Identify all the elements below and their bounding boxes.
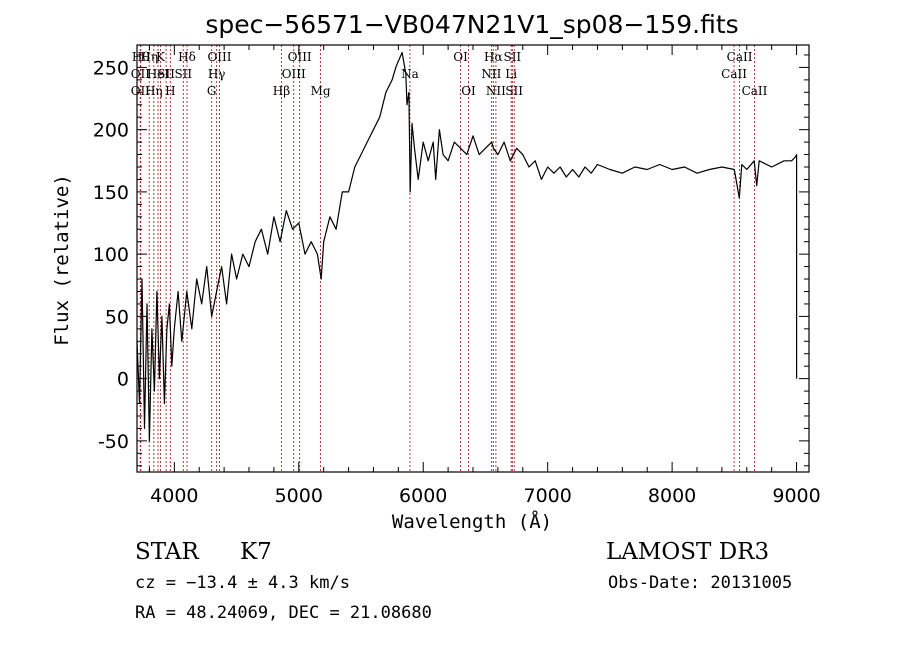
spectrum-line [136,51,798,442]
x-tick-label-2: 6000 [399,485,447,507]
y-axis-label: Flux (relative) [51,174,73,346]
marker-label-12: Hγ [208,67,226,81]
marker-label-4: Hη [145,84,163,98]
marker-label-28: CaII [727,50,753,64]
marker-label-25: SII [503,50,521,64]
axis-ticks [137,45,809,472]
marker-label-11: G [207,84,217,98]
y-tick-label-0: -50 [98,431,129,453]
marker-label-15: OIII [282,67,306,81]
y-tick-label-5: 200 [93,120,129,142]
marker-label-9: Hδ [178,50,196,64]
marker-label-24: Li [505,67,517,81]
marker-label-2: OII [131,84,151,98]
x-tick-label-5: 9000 [772,485,820,507]
x-axis-label: Wavelength (Å) [392,510,552,533]
marker-label-21: NII [481,67,501,81]
marker-label-29: CaII [742,84,768,98]
emission-line-markers [139,45,755,472]
tick-labels: 4000 5000 6000 7000 8000 9000 -50 0 50 100 150 200 2… [93,57,821,507]
marker-label-3: Hη [140,50,158,64]
marker-label-22: Hα [484,50,503,64]
marker-label-7: SII [157,67,175,81]
redshift-text: cz = −13.4 ± 4.3 km/s [135,573,350,593]
object-class: STAR [135,539,199,565]
y-tick-label-4: 150 [93,182,129,204]
coordinates: RA = 48.24069, DEC = 21.08680 [135,603,432,623]
marker-label-18: Na [401,67,419,81]
marker-label-23: NII [486,84,506,98]
chart-title: spec−56571−VB047N21V1_sp08−159.fits [205,10,738,39]
marker-label-16: OIII [288,50,312,64]
marker-label-19: OI [453,50,468,64]
y-tick-label-3: 100 [93,244,129,266]
y-tick-label-1: 0 [117,369,129,391]
object-subclass: K7 [240,539,272,565]
y-tick-label-2: 50 [105,306,129,328]
marker-label-0: Hθ [132,50,150,64]
x-tick-label-1: 5000 [275,485,323,507]
marker-label-1: OII [131,67,151,81]
marker-label-13: OIII [207,50,231,64]
x-tick-label-4: 8000 [648,485,696,507]
x-tick-label-0: 4000 [150,485,198,507]
emission-line-labels: HθOIIOIIHηHηHeIKSIIHHδSIIGHγOIIIHβOIIIOI… [131,50,768,98]
obs-date: Obs-Date: 20131005 [608,573,793,593]
marker-label-8: H [165,84,175,98]
marker-label-14: Hβ [273,84,290,98]
marker-label-20: OI [461,84,476,98]
marker-label-6: K [156,50,166,64]
survey-name: LAMOST DR3 [606,539,770,565]
marker-label-17: Mg [311,84,331,98]
y-tick-label-6: 250 [93,57,129,79]
marker-label-10: SII [174,67,192,81]
marker-label-27: CaII [721,67,747,81]
marker-label-26: SII [505,84,523,98]
marker-label-5: HeI [147,67,170,81]
x-tick-label-3: 7000 [523,485,571,507]
plot-frame [136,44,810,473]
